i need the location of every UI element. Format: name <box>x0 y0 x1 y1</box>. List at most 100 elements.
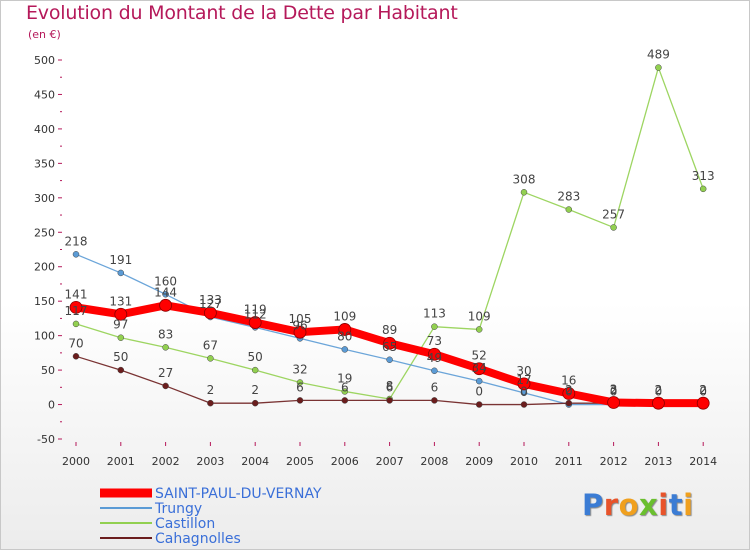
data-point <box>338 323 352 336</box>
x-tick-label: 2014 <box>689 455 717 468</box>
data-point <box>162 382 169 390</box>
data-label: 34 <box>472 361 487 375</box>
legend-label: Trungy <box>154 501 202 517</box>
data-point <box>655 64 662 71</box>
data-label: 6 <box>341 380 349 394</box>
data-point <box>207 355 214 362</box>
data-point <box>341 388 349 395</box>
data-label: 2 <box>699 383 707 397</box>
y-tick-label: 200 <box>34 261 55 274</box>
data-label: 52 <box>472 349 487 363</box>
data-point <box>159 298 173 312</box>
legend-label: SAINT-PAUL-DU-VERNAY <box>155 486 322 502</box>
data-label: 16 <box>561 374 576 388</box>
series-saint-paul-du-vernay <box>69 298 710 410</box>
chart-title: Evolution du Montant de la Dette par Hab… <box>26 2 458 24</box>
data-label: 17 <box>516 373 531 387</box>
data-point <box>431 397 438 404</box>
y-tick-label: 250 <box>34 226 55 239</box>
data-label: 2 <box>251 383 259 397</box>
data-label: 257 <box>602 207 625 221</box>
data-point <box>203 306 217 320</box>
data-point <box>72 251 80 258</box>
x-tick-label: 2012 <box>600 455 628 468</box>
data-label: 50 <box>248 350 263 364</box>
data-label: 117 <box>65 304 88 318</box>
data-label: 0 <box>610 385 618 399</box>
data-point <box>475 326 483 333</box>
data-label: 32 <box>292 362 307 376</box>
logo-letter: t <box>668 488 684 522</box>
data-label: 2 <box>699 383 707 397</box>
data-label: 141 <box>65 287 88 301</box>
data-point <box>117 269 125 277</box>
data-label: 27 <box>158 366 173 380</box>
data-point <box>383 336 397 350</box>
y-tick-label: 50 <box>41 364 55 377</box>
x-tick-label: 2002 <box>152 455 180 468</box>
data-point <box>472 362 486 376</box>
data-label: 0 <box>475 385 483 399</box>
data-label: 2 <box>565 383 573 397</box>
data-label: 112 <box>244 307 267 321</box>
data-label: 144 <box>154 285 177 299</box>
data-label: 30 <box>516 364 531 378</box>
y-tick-label: 500 <box>34 54 55 67</box>
data-label: 6 <box>296 380 304 394</box>
data-point <box>117 366 125 374</box>
proxiti-logo: Proxiti <box>582 488 694 522</box>
data-point <box>562 387 576 400</box>
data-point <box>607 396 620 409</box>
y-tick-label: 400 <box>34 123 55 136</box>
data-label: 119 <box>244 303 267 317</box>
data-point <box>72 320 80 328</box>
data-label: 89 <box>382 323 397 337</box>
data-point <box>565 399 573 407</box>
data-point <box>251 399 259 407</box>
data-point <box>565 206 573 213</box>
data-point <box>520 189 528 196</box>
data-label: 283 <box>557 190 580 204</box>
data-label: 109 <box>468 309 491 323</box>
data-label: 127 <box>199 297 222 311</box>
data-point <box>162 291 169 298</box>
data-point <box>652 396 665 410</box>
data-point <box>386 356 393 364</box>
x-tick-label: 2006 <box>331 455 359 468</box>
x-tick-label: 2001 <box>107 455 135 468</box>
data-point <box>341 397 349 404</box>
data-label: 49 <box>427 351 442 365</box>
data-point <box>431 367 438 375</box>
x-tick-label: 2000 <box>62 455 90 468</box>
data-label: 489 <box>647 48 670 62</box>
logo-letter: i <box>683 488 694 522</box>
data-point <box>517 377 531 391</box>
data-label: 80 <box>337 329 352 343</box>
data-label: 308 <box>513 172 536 186</box>
data-label: 65 <box>382 340 397 354</box>
data-point <box>427 347 441 361</box>
data-point <box>386 397 393 404</box>
y-tick-label: 300 <box>34 192 55 205</box>
data-label: 0 <box>565 385 573 399</box>
data-point <box>610 224 617 231</box>
data-label: 8 <box>386 379 394 393</box>
legend-label: Castillon <box>155 516 215 532</box>
logo-letter: o <box>618 488 640 522</box>
x-tick-label: 2008 <box>420 455 448 468</box>
y-tick-label: 100 <box>34 330 55 343</box>
x-tick-label: 2003 <box>196 455 224 468</box>
data-label: 83 <box>158 327 173 341</box>
data-label: 2 <box>610 383 618 397</box>
data-label: 2 <box>207 383 215 397</box>
data-label: 0 <box>655 385 663 399</box>
data-label: 70 <box>68 336 83 350</box>
data-label: 113 <box>423 307 446 321</box>
data-point <box>293 325 307 339</box>
data-label: 105 <box>289 312 312 326</box>
data-point <box>72 353 80 360</box>
data-point <box>207 399 214 407</box>
y-tick-label: -50 <box>37 433 55 446</box>
x-tick-label: 2004 <box>241 455 269 468</box>
x-tick-label: 2005 <box>286 455 314 468</box>
